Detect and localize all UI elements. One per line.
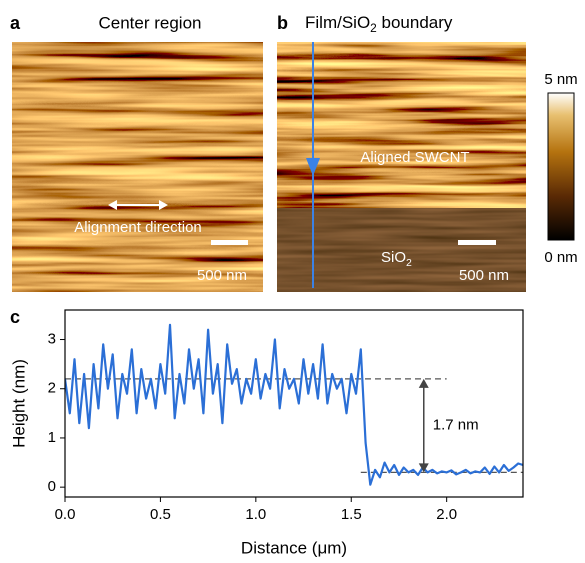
substrate-label: SiO2: [381, 249, 412, 269]
arrow-head: [418, 378, 429, 388]
plot-frame: [64, 309, 524, 498]
x-tick-label: 1.5: [341, 506, 362, 523]
afm-image: [277, 42, 526, 210]
x-tick-label: 0.0: [55, 506, 76, 523]
x-tick-label: 1.0: [245, 506, 266, 523]
y-axis-label: Height (nm): [9, 359, 28, 448]
profile-arrow: [306, 158, 320, 176]
annotation-label: 1.7 nm: [433, 417, 479, 434]
text-part: Film/SiO: [305, 13, 370, 32]
data-line: [65, 323, 523, 486]
text-part: boundary: [377, 13, 453, 32]
x-tick-label: 2.0: [436, 506, 457, 523]
double-arrow: [108, 200, 168, 210]
panel-title: Film/SiO2 boundary: [305, 13, 453, 35]
panel-label: c: [10, 307, 20, 327]
colorbar-label: 5 nm: [544, 71, 577, 88]
text-part: SiO: [381, 249, 406, 266]
x-tick-label: 0.5: [150, 506, 171, 523]
chart: 0 1 2 3 0.0 0.5 1.0 1.5 2.0 Distance (μm) Height (…: [9, 309, 524, 557]
colorbar-label: 0 nm: [544, 249, 577, 266]
subscript: 2: [406, 257, 412, 269]
scale-bar: [211, 240, 248, 245]
y-tick-label: 2: [48, 380, 56, 397]
y-tick-label: 0: [48, 478, 56, 495]
panel-title: Center region: [98, 13, 201, 32]
y-tick-label: 1: [48, 429, 56, 446]
substrate-image: [277, 208, 526, 292]
scale-bar-label: 500 nm: [197, 267, 247, 284]
annotation: Alignment direction: [74, 219, 202, 236]
subscript: 2: [370, 21, 377, 35]
scale-bar-label: 500 nm: [459, 267, 509, 284]
colorbar: [547, 92, 575, 241]
panel-label: a: [10, 13, 21, 33]
panel-label: b: [277, 13, 288, 33]
scale-bar: [458, 240, 496, 245]
afm-image: [12, 42, 263, 292]
arrow-head: [418, 463, 429, 473]
y-tick-label: 3: [48, 330, 56, 347]
film-label: Aligned SWCNT: [360, 149, 469, 166]
x-axis-label: Distance (μm): [241, 538, 347, 557]
